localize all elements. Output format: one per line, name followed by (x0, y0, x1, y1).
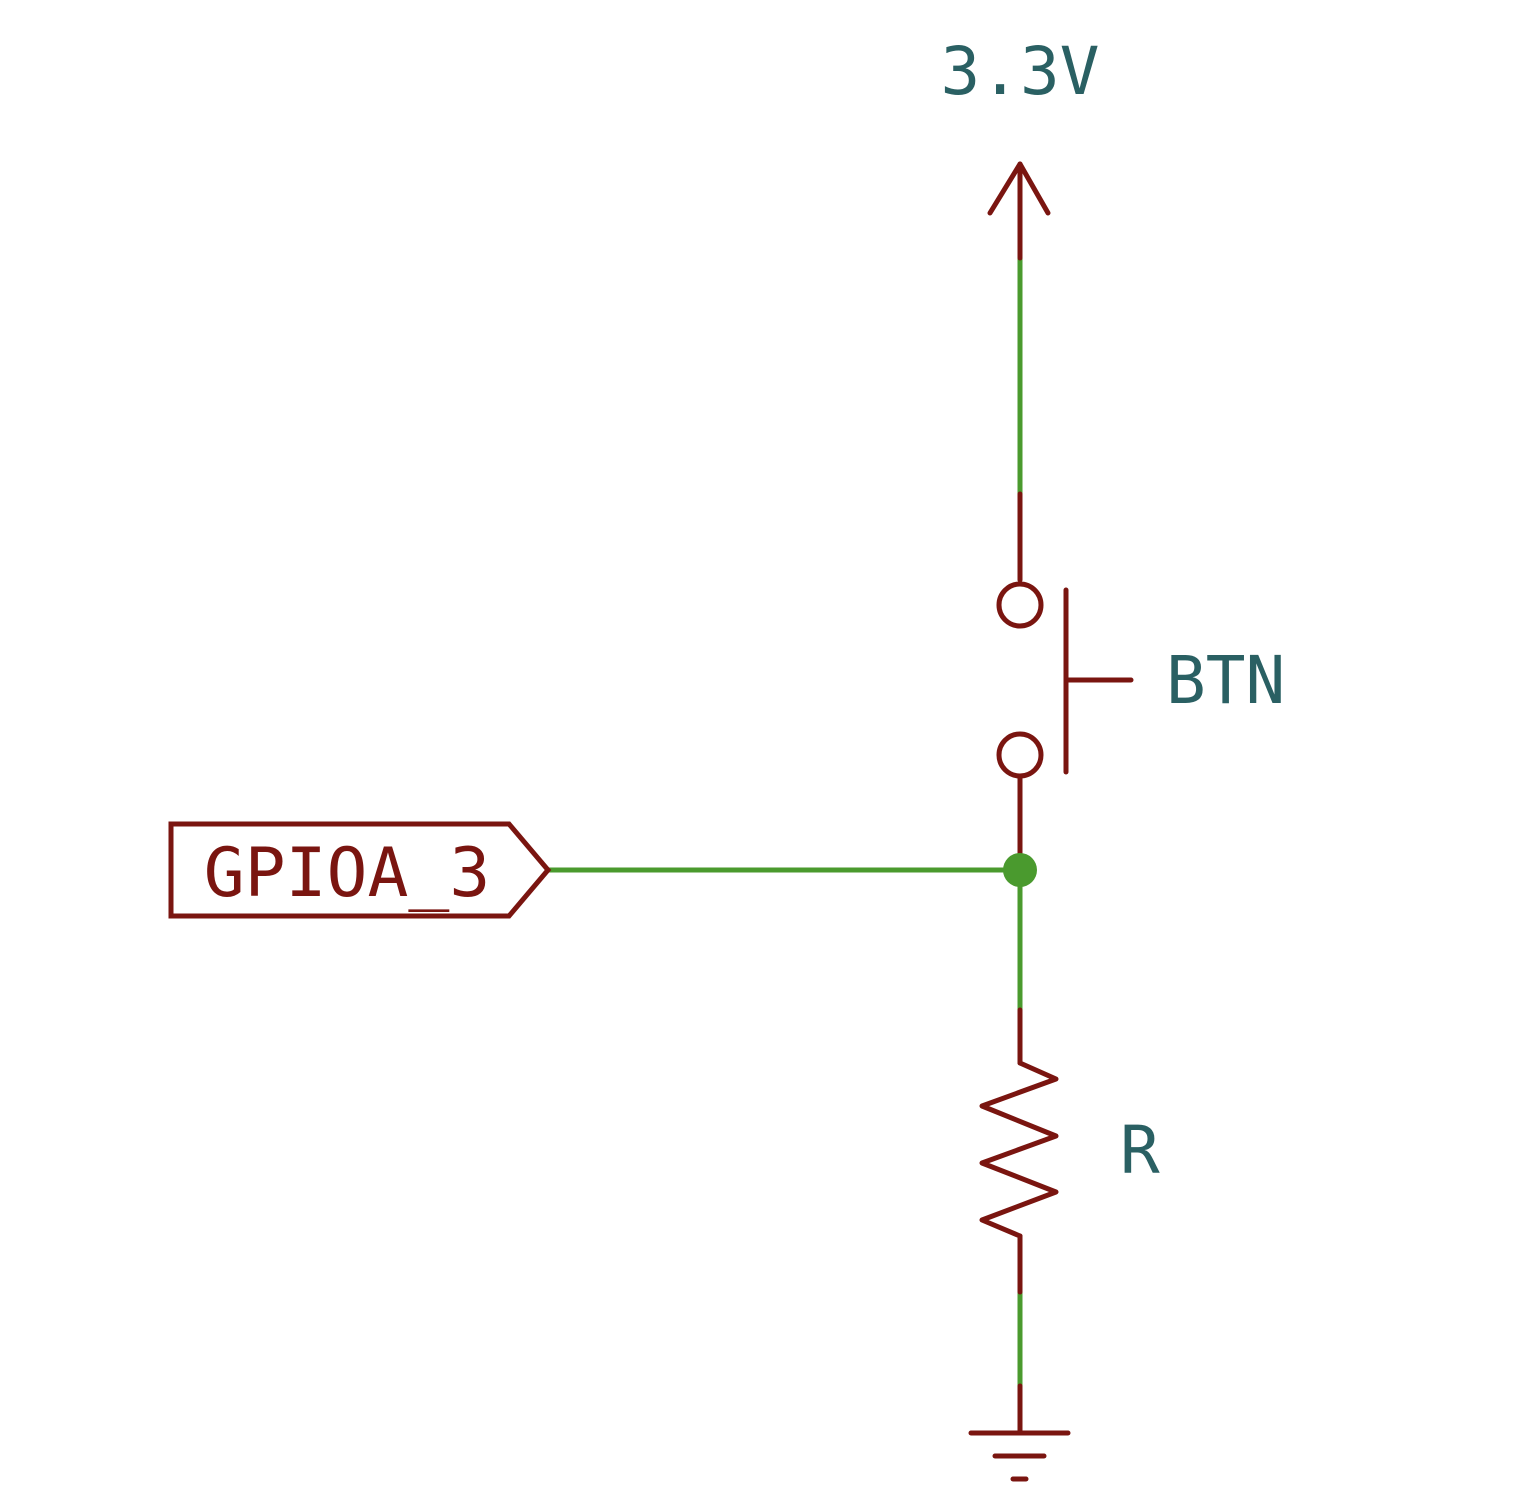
resistor-label: R (1120, 1112, 1160, 1189)
resistor-r[interactable]: R (979, 1007, 1160, 1295)
push-button-icon (996, 581, 1134, 873)
power-label: 3.3V (941, 33, 1100, 110)
net-label-gpioa3[interactable]: GPIOA_3 (168, 821, 552, 919)
power-symbol-3v3[interactable]: 3.3V (941, 33, 1100, 583)
button-label: BTN (1166, 642, 1285, 719)
push-button-btn[interactable]: BTN (996, 581, 1285, 873)
power-arrow-icon (987, 161, 1051, 583)
junction-dot (1003, 853, 1037, 887)
resistor-icon (979, 1007, 1059, 1295)
wires (545, 255, 1023, 1389)
net-label-text: GPIOA_3 (204, 834, 491, 913)
hierarchical-label-icon (168, 821, 552, 919)
ground-icon (968, 1383, 1071, 1482)
ground-symbol[interactable] (968, 1383, 1071, 1482)
